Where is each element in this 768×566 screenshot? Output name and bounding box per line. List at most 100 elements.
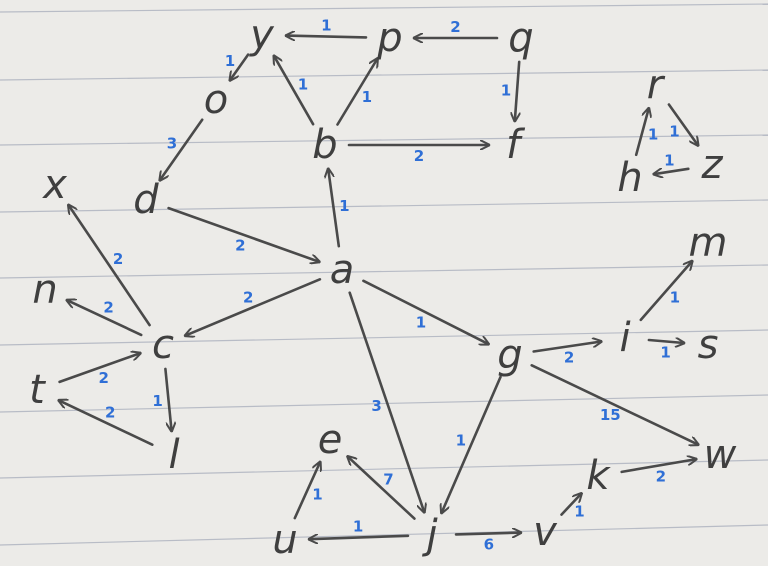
edge-weight-c-to-l: 1	[152, 392, 162, 410]
edge-weight-a-to-j: 3	[371, 397, 381, 415]
node-v: v	[533, 509, 558, 555]
node-g: g	[497, 332, 522, 378]
edge-a-to-g	[362, 279, 488, 344]
edges-layer	[59, 36, 699, 540]
edge-b-to-y	[274, 56, 315, 126]
edge-i-to-m	[639, 261, 692, 322]
paper-ruled-lines	[0, 3, 768, 546]
edge-weight-a-to-b: 1	[339, 197, 349, 215]
node-u: u	[272, 517, 297, 563]
edge-h-to-r	[634, 108, 649, 157]
edge-weight-a-to-g: 1	[416, 313, 426, 331]
edge-b-to-p	[336, 59, 378, 126]
paper-rule-line	[0, 329, 768, 346]
node-a: a	[330, 247, 355, 293]
edge-i-to-s	[647, 340, 684, 343]
edge-weight-b-to-y: 1	[298, 76, 308, 94]
edge-weight-c-to-x: 2	[113, 250, 123, 268]
edge-z-to-h	[654, 167, 690, 174]
edge-o-to-d	[160, 118, 204, 181]
node-l: l	[168, 432, 179, 478]
edge-weight-h-to-r: 1	[648, 125, 658, 143]
paper-rule-line	[0, 394, 768, 413]
node-z: z	[701, 142, 724, 188]
node-e: e	[318, 417, 343, 463]
node-h: h	[617, 155, 642, 201]
node-w: w	[704, 432, 737, 478]
edge-weight-j-to-e: 7	[383, 471, 393, 489]
node-d: d	[133, 177, 159, 223]
edge-t-to-c	[58, 353, 141, 384]
edge-weight-q-to-f: 1	[501, 82, 511, 100]
edge-weight-j-to-u: 1	[353, 518, 363, 536]
node-c: c	[152, 322, 174, 368]
edge-weight-t-to-c: 2	[98, 369, 108, 387]
edge-weight-g-to-j: 1	[456, 432, 466, 450]
edge-a-to-j	[348, 291, 425, 513]
edge-weight-g-to-w: 15	[600, 406, 621, 424]
edge-weight-z-to-h: 1	[664, 152, 674, 170]
edge-y-to-o	[230, 53, 250, 81]
edge-j-to-e	[348, 456, 416, 520]
edge-weight-y-to-o: 1	[225, 52, 235, 70]
edge-weight-l-to-t: 2	[105, 404, 115, 422]
edge-weight-b-to-f: 2	[414, 147, 424, 165]
edge-p-to-y	[284, 36, 368, 38]
node-b: b	[312, 122, 337, 168]
edge-weight-i-to-m: 1	[670, 289, 680, 307]
edge-weight-r-to-z: 1	[669, 122, 679, 140]
edge-weight-k-to-w: 2	[656, 467, 666, 485]
node-r: r	[647, 62, 666, 108]
edge-g-to-j	[442, 375, 502, 513]
edge-weight-b-to-p: 1	[362, 88, 372, 106]
paper-rule-line	[0, 264, 768, 279]
node-o: o	[204, 77, 228, 123]
edge-g-to-i	[532, 342, 602, 353]
edge-weight-g-to-i: 2	[564, 348, 574, 366]
node-f: f	[506, 122, 526, 168]
node-q: q	[508, 15, 533, 61]
edge-g-to-w	[530, 363, 699, 444]
node-n: n	[32, 267, 57, 313]
paper-rule-line	[0, 524, 768, 546]
edge-j-to-u	[307, 536, 410, 539]
edge-weight-j-to-v: 6	[484, 536, 494, 554]
node-x: x	[41, 162, 67, 208]
edge-weight-i-to-s: 1	[660, 344, 670, 362]
node-t: t	[29, 367, 46, 413]
edge-weight-p-to-y: 1	[321, 17, 331, 35]
edge-c-to-x	[68, 205, 151, 327]
edge-weight-u-to-e: 1	[312, 486, 322, 504]
edge-weight-o-to-d: 3	[167, 135, 177, 153]
edge-a-to-b	[328, 169, 341, 248]
node-i: i	[619, 315, 630, 361]
edge-a-to-c	[185, 277, 322, 335]
edge-weight-q-to-p: 2	[450, 18, 460, 36]
edge-weight-a-to-c: 2	[243, 288, 253, 306]
edge-c-to-n	[67, 300, 143, 337]
edge-l-to-t	[59, 400, 154, 447]
node-j: j	[421, 512, 438, 558]
node-s: s	[698, 322, 719, 368]
node-m: m	[689, 220, 728, 266]
edge-j-to-v	[454, 533, 523, 535]
edge-q-to-f	[515, 60, 521, 121]
node-k: k	[586, 453, 611, 499]
node-p: p	[376, 15, 402, 61]
edge-r-to-z	[667, 103, 698, 146]
nodes-layer: y p q o b f r h z x d a m n c i s t g l e w k u j v	[29, 12, 736, 563]
node-y: y	[249, 12, 275, 58]
paper-rule-line	[0, 69, 768, 81]
paper-rule-line	[0, 3, 768, 13]
paper-rule-line	[0, 199, 768, 213]
edge-v-to-k	[560, 493, 582, 516]
edge-weight-v-to-k: 1	[574, 503, 584, 521]
edge-weight-c-to-n: 2	[103, 299, 113, 317]
edge-u-to-e	[293, 462, 320, 520]
edge-c-to-l	[164, 367, 171, 431]
edge-weight-d-to-a: 2	[235, 236, 245, 254]
edge-d-to-a	[167, 206, 320, 262]
